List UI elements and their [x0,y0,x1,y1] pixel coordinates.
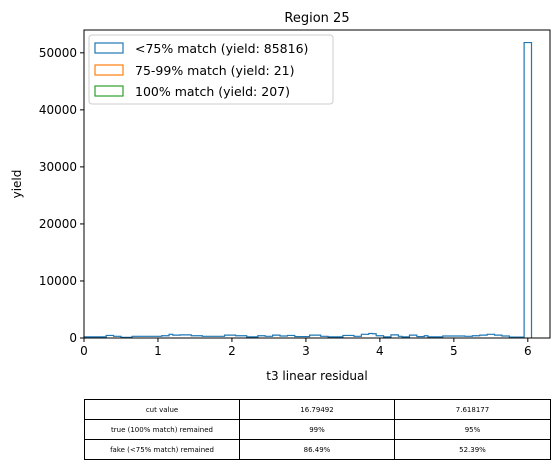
histogram-bars [83,41,533,338]
x-tick-label: 2 [228,344,236,358]
y-axis-label: yield [10,170,24,199]
legend-label-75-99: 75-99% match (yield: 21) [135,63,295,78]
x-tick-label: 6 [524,344,532,358]
table-cell: fake (<75% match) remained [84,439,240,460]
legend-swatch-75-99 [94,64,124,76]
table-row: true (100% match) remained 99% 95% [84,419,551,440]
legend-swatch-lt75 [94,42,124,54]
legend-frame [88,34,334,105]
table-cell: 52.39% [394,439,551,460]
table-cell: true (100% match) remained [84,419,240,440]
legend-label-lt75: <75% match (yield: 85816) [135,41,308,56]
x-tick-label: 3 [302,344,310,358]
x-tick-label: 5 [450,344,458,358]
y-tick-label: 40000 [39,103,77,117]
y-tick-label: 20000 [39,217,77,231]
axes-frame [83,29,551,339]
table-row: cut value 16.79492 7.618177 [84,399,551,420]
histogram-chart: 0 1 2 3 4 5 6 0 10000 20000 30000 40000 50000 Region… [10,11,551,383]
y-tick-label: 50000 [39,46,77,60]
y-tick-label: 30000 [39,160,77,174]
y-tick-label: 10000 [39,274,77,288]
chart-title: Region 25 [284,11,349,26]
table-row: fake (<75% match) remained 86.49% 52.39% [84,439,551,460]
legend-label-100: 100% match (yield: 207) [135,84,290,99]
histogram-series-0 [83,41,533,338]
legend: <75% match (yield: 85816) 75-99% match (… [88,34,334,105]
axes: 0 1 2 3 4 5 6 0 10000 20000 30000 40000 50000 [39,29,551,358]
table-cell: 86.49% [239,439,395,460]
y-tick-label: 0 [69,331,77,345]
x-axis-label: t3 linear residual [266,369,367,383]
table-cell: 99% [239,419,395,440]
x-tick-label: 1 [154,344,162,358]
table-cell: 95% [394,419,551,440]
x-tick-label: 0 [80,344,88,358]
legend-swatch-100 [94,85,124,97]
x-tick-label: 4 [376,344,384,358]
table-cell: 7.618177 [394,399,551,420]
cut-summary-table: cut value 16.79492 7.618177 true (100% m… [84,399,551,460]
table-cell: 16.79492 [239,399,395,420]
table-cell: cut value [84,399,240,420]
